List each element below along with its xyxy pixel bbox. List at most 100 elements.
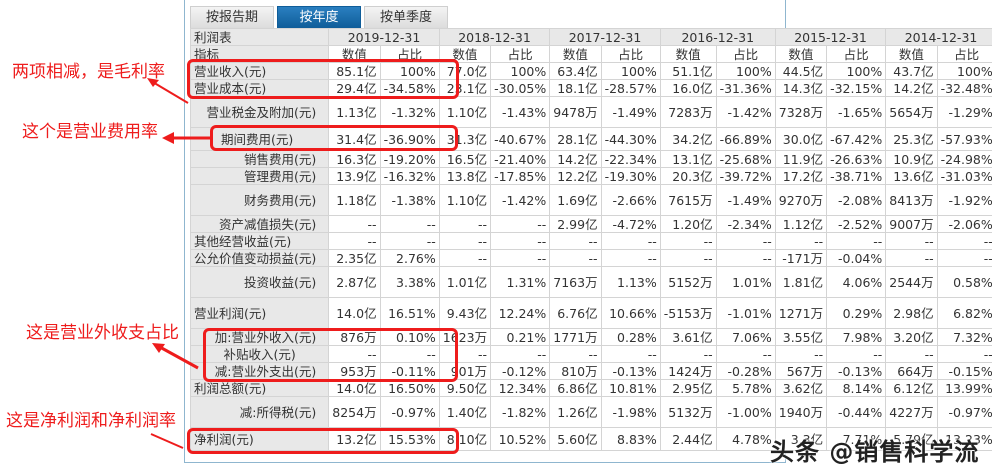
value-cell: 6.76亿 xyxy=(549,297,602,329)
ratio-subheader: 占比 xyxy=(936,45,992,63)
ratio-cell: 0.29% xyxy=(826,297,887,329)
value-cell: -- xyxy=(328,345,381,363)
row-label: 营业税金及附加(元) xyxy=(189,96,330,128)
ratio-cell: -0.13% xyxy=(826,362,887,380)
table-row: 营业利润(元) 14.0亿 16.51% 9.43亿 12.24% 6.76亿 10.66%… xyxy=(189,297,992,329)
row-label: 销售费用(元) xyxy=(189,150,330,168)
tab-by-year[interactable]: 按年度 xyxy=(277,6,361,28)
ratio-cell: -1.49% xyxy=(715,184,776,216)
ratio-subheader: 占比 xyxy=(490,45,551,63)
ratio-cell: 0.21% xyxy=(490,328,551,346)
ratio-cell: -2.08% xyxy=(826,184,887,216)
ratio-cell: 12.24% xyxy=(490,297,551,329)
ratio-cell: -32.15% xyxy=(826,79,887,97)
ratio-cell: -57.93% xyxy=(936,127,992,151)
row-label: 投资收益(元) xyxy=(189,266,330,298)
value-cell: 7328万 xyxy=(774,96,828,128)
ratio-cell: -1.42% xyxy=(715,96,776,128)
value-cell: 1940万 xyxy=(774,396,828,428)
row-label: 营业成本(元) xyxy=(189,79,330,97)
ratio-cell: -21.40% xyxy=(490,150,551,168)
value-cell: 6.12亿 xyxy=(885,379,938,397)
row-label: 利润总额(元) xyxy=(189,379,330,397)
row-label: 公允价值变动损益(元) xyxy=(189,249,330,267)
value-cell: 34.2亿 xyxy=(659,127,717,151)
value-cell: 1.10亿 xyxy=(438,184,492,216)
value-cell: 1.12亿 xyxy=(774,215,828,233)
value-cell: 16.0亿 xyxy=(659,79,717,97)
period-header: 2014-12-31 xyxy=(885,28,992,46)
ratio-cell: 16.50% xyxy=(379,379,440,397)
ratio-cell: -1.29% xyxy=(936,96,992,128)
ratio-cell: -- xyxy=(379,232,440,250)
ratio-cell: -- xyxy=(379,215,440,233)
value-cell: 44.5亿 xyxy=(774,62,828,80)
ratio-cell: -0.13% xyxy=(600,362,661,380)
ratio-cell: 7.71% xyxy=(826,427,887,451)
ratio-cell: -66.89% xyxy=(715,127,776,151)
value-cell: 13.9亿 xyxy=(328,167,381,185)
value-cell: 51.1亿 xyxy=(659,62,717,80)
header-row-periods: 利润表 2019-12-31 2018-12-31 2017-12-31 201… xyxy=(189,28,992,46)
tab-by-report-period[interactable]: 按报告期 xyxy=(190,6,274,28)
value-cell: -- xyxy=(549,232,602,250)
table-row: 管理费用(元) 13.9亿 -16.32% 13.8亿 -17.85% 12.2亿 -19.… xyxy=(189,167,992,185)
ratio-cell: -25.68% xyxy=(715,150,776,168)
ratio-cell: -38.71% xyxy=(826,167,887,185)
value-cell: -- xyxy=(659,232,717,250)
ratio-cell: -1.65% xyxy=(826,96,887,128)
table-row: 营业税金及附加(元) 1.13亿 -1.32% 1.10亿 -1.43% 9478万 -1.… xyxy=(189,96,992,128)
ratio-cell: 100% xyxy=(936,62,992,80)
value-cell: 1623万 xyxy=(438,328,492,346)
value-cell: -- xyxy=(438,345,492,363)
value-cell: -- xyxy=(885,232,938,250)
table-row: 利润总额(元) 14.0亿 16.50% 9.50亿 12.34% 6.86亿 10.81%… xyxy=(189,379,992,397)
tab-by-quarter[interactable]: 按单季度 xyxy=(364,6,448,28)
period-header: 2018-12-31 xyxy=(438,28,551,46)
ratio-cell: -31.36% xyxy=(715,79,776,97)
value-cell: 1424万 xyxy=(659,362,717,380)
ratio-cell: -- xyxy=(715,345,776,363)
value-subheader: 数值 xyxy=(438,45,492,63)
ratio-cell: -19.30% xyxy=(600,167,661,185)
value-cell: 2.99亿 xyxy=(549,215,602,233)
value-subheader: 数值 xyxy=(885,45,938,63)
ratio-cell: 8.83% xyxy=(600,427,661,451)
ratio-cell: -0.97% xyxy=(936,396,992,428)
value-cell: 7283万 xyxy=(659,96,717,128)
ratio-cell: -- xyxy=(715,232,776,250)
value-cell: 2544万 xyxy=(885,266,938,298)
value-cell: 2.35亿 xyxy=(328,249,381,267)
ratio-cell: -34.58% xyxy=(379,79,440,97)
period-header: 2016-12-31 xyxy=(659,28,776,46)
annotation-expense-ratio: 这个是营业费用率 xyxy=(22,122,158,142)
value-cell: 3.3亿 xyxy=(774,427,828,451)
value-cell: -- xyxy=(438,232,492,250)
table-row: 补贴收入(元) -- -- -- -- -- -- -- -- -- -- -- -- xyxy=(189,345,992,363)
ratio-cell: -4.72% xyxy=(600,215,661,233)
value-cell: 876万 xyxy=(328,328,381,346)
ratio-cell: 100% xyxy=(490,62,551,80)
ratio-cell: -0.11% xyxy=(379,362,440,380)
row-label: 减:营业外支出(元) xyxy=(189,362,330,380)
value-cell: 28.1亿 xyxy=(549,127,602,151)
ratio-cell: -39.72% xyxy=(715,167,776,185)
value-cell: 43.7亿 xyxy=(885,62,938,80)
ratio-cell: -32.48% xyxy=(936,79,992,97)
ratio-cell: -- xyxy=(490,215,551,233)
ratio-cell: -- xyxy=(490,345,551,363)
row-label: 净利润(元) xyxy=(189,427,330,451)
value-cell: 85.1亿 xyxy=(328,62,381,80)
ratio-cell: -19.20% xyxy=(379,150,440,168)
value-cell: 20.3亿 xyxy=(659,167,717,185)
annotation-non-operating: 这是营业外收支占比 xyxy=(26,323,179,343)
ratio-cell: -16.32% xyxy=(379,167,440,185)
period-header: 2019-12-31 xyxy=(328,28,440,46)
ratio-cell: -67.42% xyxy=(826,127,887,151)
table-row: 期间费用(元) 31.4亿 -36.90% 31.3亿 -40.67% 28.1亿 -44.… xyxy=(189,127,992,151)
ratio-subheader: 占比 xyxy=(379,45,440,63)
value-cell: -- xyxy=(659,249,717,267)
ratio-cell: 1.13% xyxy=(600,266,661,298)
table-row: 减:营业外支出(元) 953万 -0.11% 901万 -0.12% 810万 -0.13%… xyxy=(189,362,992,380)
value-cell: -- xyxy=(774,345,828,363)
